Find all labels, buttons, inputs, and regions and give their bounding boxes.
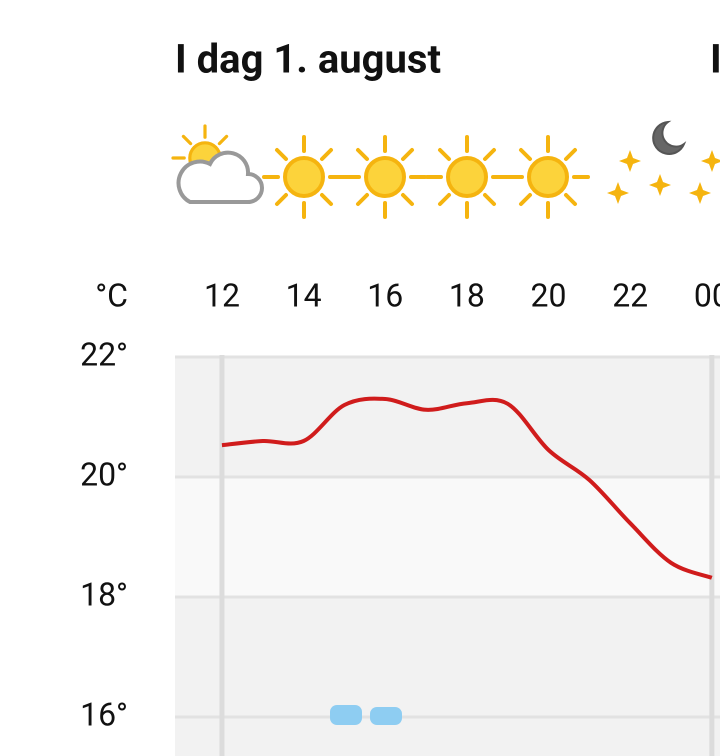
plot-band — [175, 717, 720, 756]
next-day-title: I — [710, 36, 720, 83]
x-tick-label: 22 — [612, 276, 648, 314]
x-tick-label: 12 — [204, 276, 240, 314]
y-unit: °C — [95, 276, 128, 314]
day-title: I dag 1. august — [175, 36, 441, 83]
plot-band — [175, 477, 720, 597]
plot-area — [175, 355, 720, 756]
y-tick-label: 22° — [80, 335, 128, 373]
x-tick-label: 18 — [449, 276, 485, 314]
x-tick-label: 00 — [694, 276, 720, 314]
precipitation-icon — [330, 705, 362, 725]
plot-band — [175, 597, 720, 717]
x-tick-label: 20 — [531, 276, 567, 314]
x-tick-label: 16 — [367, 276, 403, 314]
plot-band — [175, 357, 720, 477]
y-tick-label: 16° — [80, 695, 128, 733]
y-tick-label: 18° — [80, 575, 128, 613]
x-tick-label: 14 — [286, 276, 322, 314]
y-tick-label: 20° — [80, 455, 128, 493]
temperature-line — [221, 396, 713, 580]
weather-icons — [171, 120, 720, 219]
precipitation-icon — [370, 707, 402, 725]
